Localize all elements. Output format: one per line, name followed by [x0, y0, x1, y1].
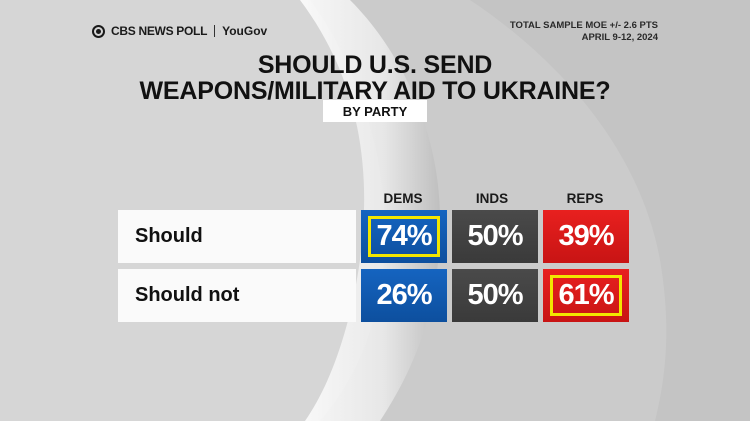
header-divider	[214, 25, 216, 37]
value-should-not-inds: 50%	[467, 279, 523, 311]
column-header-reps: REPS	[566, 191, 604, 206]
partner-name: YouGov	[222, 24, 268, 38]
poll-dates: APRIL 9-12, 2024	[581, 32, 658, 43]
chart-title: SHOULD U.S. SEND WEAPONS/MILITARY AID TO…	[0, 52, 750, 104]
value-should-reps: 39%	[558, 220, 614, 252]
value-should-not-dems: 26%	[376, 279, 432, 311]
cbs-eye-icon	[92, 24, 105, 38]
value-should-not-reps: 61%	[550, 275, 622, 316]
row-label-should: Should	[118, 210, 356, 263]
cell-should-not-inds: 50%	[452, 269, 538, 322]
margin-of-error: TOTAL SAMPLE MOE +/- 2.6 PTS	[509, 20, 658, 31]
title-line-1: SHOULD U.S. SEND	[257, 51, 493, 79]
cell-should-reps: 39%	[543, 210, 629, 263]
cell-should-inds: 50%	[452, 210, 538, 263]
cell-should-dems: 74%	[361, 210, 447, 263]
cell-should-not-reps: 61%	[543, 269, 629, 322]
value-should-dems: 74%	[368, 216, 440, 257]
chart-subtitle: BY PARTY	[323, 100, 427, 122]
brand-name: CBS NEWS POLL	[111, 24, 208, 38]
column-header-inds: INDS	[475, 191, 509, 206]
value-should-inds: 50%	[467, 220, 523, 252]
poll-info: TOTAL SAMPLE MOE +/- 2.6 PTS APRIL 9-12,…	[510, 20, 658, 44]
row-label-should-not: Should not	[118, 269, 356, 322]
title-line-2: WEAPONS/MILITARY AID TO UKRAINE?	[139, 77, 611, 105]
column-header-dems: DEMS	[383, 191, 423, 206]
header-branding: CBS NEWS POLL YouGov	[92, 24, 267, 38]
cell-should-not-dems: 26%	[361, 269, 447, 322]
